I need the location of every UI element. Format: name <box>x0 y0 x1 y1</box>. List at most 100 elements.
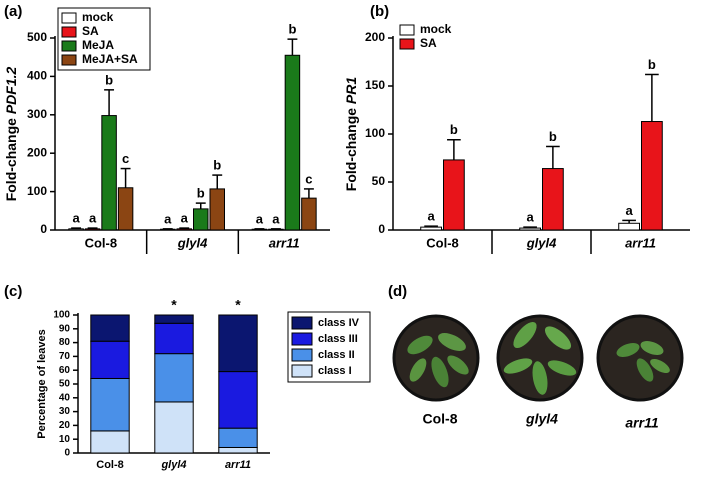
error-bar <box>447 139 461 160</box>
significance-letter: b <box>450 122 458 137</box>
stacked-segment <box>154 353 194 403</box>
y-tick-label: 100 <box>53 310 70 321</box>
significance-letter: c <box>122 151 129 166</box>
error-bar <box>546 145 560 169</box>
significance-letter: a <box>625 203 633 218</box>
bar <box>284 54 301 231</box>
legend-label: mock <box>82 10 114 24</box>
error-bar <box>87 227 98 229</box>
legend-label: MeJA+SA <box>82 52 138 66</box>
bar <box>176 228 192 231</box>
legend-swatch <box>399 24 415 36</box>
legend-box <box>287 311 371 383</box>
significance-letter: b <box>197 186 205 201</box>
legend-label: class I <box>318 365 352 377</box>
error-bar <box>424 225 438 228</box>
y-tick-label: 80 <box>59 337 71 348</box>
legend-label: class III <box>318 333 358 345</box>
x-tick-label: Col-8 <box>96 459 124 471</box>
panel-label: (a) <box>4 3 22 20</box>
error-bar <box>303 188 314 199</box>
error-bar <box>645 73 659 122</box>
bar <box>301 197 317 231</box>
y-axis-label-text: Percentage of leaves <box>36 329 48 438</box>
significance-letter: a <box>256 211 264 226</box>
legend-label: class II <box>318 349 355 361</box>
legend-label: class IV <box>318 317 360 329</box>
y-axis-label-gene: PDF1.2 <box>3 66 19 114</box>
stacked-segment <box>90 340 130 379</box>
error-bar <box>622 219 636 224</box>
legend-box <box>57 7 151 71</box>
x-tick-label: arr11 <box>625 235 656 250</box>
y-tick-label: 40 <box>59 392 71 403</box>
stacked-segment <box>90 377 130 432</box>
y-axis-label-text: Fold-change <box>343 104 359 191</box>
y-tick-label: 400 <box>27 69 47 83</box>
photo-panel: Col-8 glyl4 arr11 <box>392 314 684 431</box>
legend-swatch <box>291 348 313 362</box>
x-tick-label: Col-8 <box>426 235 459 250</box>
error-bar <box>195 202 206 209</box>
bar <box>101 115 117 231</box>
stacked-segment <box>218 371 258 429</box>
y-tick-label: 0 <box>378 222 385 236</box>
y-tick-label: 100 <box>27 184 47 198</box>
y-tick-label: 60 <box>59 365 71 376</box>
stacked-segment <box>90 314 130 342</box>
error-bar <box>523 226 537 229</box>
y-tick-label: 0 <box>64 448 70 459</box>
significance-star: * <box>235 297 241 313</box>
stacked-segment <box>154 314 194 324</box>
legend-swatch <box>61 40 77 52</box>
panel-label: (d) <box>388 283 407 300</box>
y-tick-label: 30 <box>59 406 71 417</box>
stacked-segment <box>218 314 258 373</box>
stacked-segment <box>218 446 258 454</box>
photo-label: arr11 <box>625 415 658 431</box>
plant-photo <box>596 314 684 402</box>
bar <box>420 226 443 231</box>
y-tick-label: 200 <box>365 30 385 44</box>
y-tick-label: 50 <box>372 174 386 188</box>
y-axis-label-text: Fold-change <box>3 114 19 201</box>
panel-label: (b) <box>370 3 389 20</box>
significance-letter: b <box>288 22 296 37</box>
stacked-segment <box>90 430 130 454</box>
bar <box>519 227 541 231</box>
photo-label: glyl4 <box>525 411 558 427</box>
bar <box>209 188 225 231</box>
y-tick-label: 500 <box>27 30 47 44</box>
legend-swatch <box>61 12 77 24</box>
error-bar <box>212 174 223 189</box>
y-tick-label: 50 <box>59 379 71 390</box>
legend-swatch <box>61 26 77 38</box>
stacked-segment <box>218 427 258 448</box>
y-tick-label: 200 <box>27 145 47 159</box>
legend-label: SA <box>82 24 99 38</box>
y-tick-label: 70 <box>59 351 71 362</box>
error-bar <box>287 38 298 56</box>
bar <box>193 208 209 231</box>
bar <box>641 121 663 231</box>
error-bar <box>179 227 190 229</box>
bar <box>542 168 564 231</box>
bar <box>443 159 465 231</box>
legend-swatch <box>61 54 77 66</box>
significance-letter: c <box>305 171 312 186</box>
y-tick-label: 90 <box>59 323 71 334</box>
error-bar <box>120 167 131 188</box>
significance-letter: b <box>549 129 557 144</box>
x-tick-label: glyl4 <box>177 235 208 250</box>
y-axis-label: Fold-change PDF1.2 <box>3 66 19 201</box>
significance-letter: b <box>648 57 656 72</box>
significance-letter: a <box>272 211 280 226</box>
error-bar <box>71 227 82 229</box>
legend-label: mock <box>420 22 452 36</box>
y-tick-label: 100 <box>365 126 385 140</box>
significance-letter: a <box>526 210 534 225</box>
significance-letter: a <box>72 211 80 226</box>
y-tick-label: 150 <box>365 78 385 92</box>
significance-letter: a <box>427 209 435 224</box>
